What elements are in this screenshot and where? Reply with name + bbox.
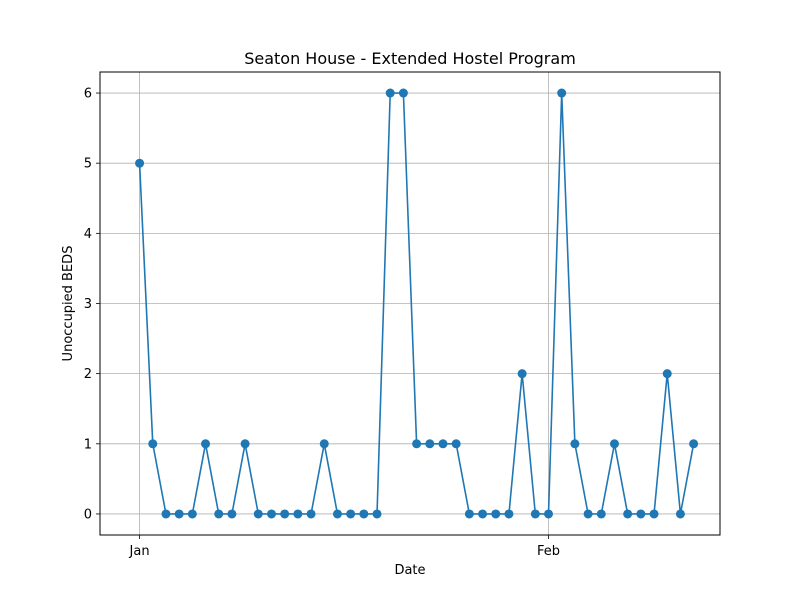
data-points [135,88,699,519]
x-tick-label: Feb [537,544,560,559]
data-point [609,439,619,449]
x-axis-label: Date [394,563,425,578]
data-point [135,158,145,168]
data-point [385,88,395,98]
data-point [517,369,527,379]
data-point [662,369,672,379]
y-axis-ticks: 0 1 2 3 4 5 6 [84,87,100,522]
data-point [583,509,593,519]
data-point [214,509,224,519]
y-tick-label: 3 [84,297,92,312]
y-tick-label: 2 [84,367,92,382]
y-tick-label: 4 [84,227,92,242]
data-point [689,439,699,449]
data-point [306,509,316,519]
data-point [478,509,488,519]
data-point [425,439,435,449]
x-tick-label: Jan [129,544,150,559]
data-point [530,509,540,519]
y-axis-label: Unoccupied BEDS [61,246,76,362]
data-point [504,509,514,519]
data-point [438,439,448,449]
x-axis-ticks: Jan Feb [129,535,560,559]
grid [100,72,720,535]
data-point [161,509,171,519]
data-point [227,509,237,519]
data-point [187,509,197,519]
data-point [240,439,250,449]
data-point [675,509,685,519]
data-point [280,509,290,519]
y-tick-label: 0 [84,507,92,522]
data-point [596,509,606,519]
data-point [570,439,580,449]
data-point [359,509,369,519]
y-tick-label: 5 [84,157,92,172]
data-point [636,509,646,519]
data-point [544,509,554,519]
data-point [332,509,342,519]
data-point [649,509,659,519]
data-point [451,439,461,449]
data-point [346,509,356,519]
data-point [412,439,422,449]
data-point [253,509,263,519]
data-point [201,439,211,449]
data-point [464,509,474,519]
chart-title: Seaton House - Extended Hostel Program [244,49,576,68]
data-point [319,439,329,449]
data-point [398,88,408,98]
data-point [293,509,303,519]
y-tick-label: 1 [84,437,92,452]
data-point [491,509,501,519]
data-point [557,88,567,98]
data-point [623,509,633,519]
data-point [266,509,276,519]
data-point [372,509,382,519]
y-tick-label: 6 [84,87,92,102]
data-point [148,439,158,449]
data-point [174,509,184,519]
